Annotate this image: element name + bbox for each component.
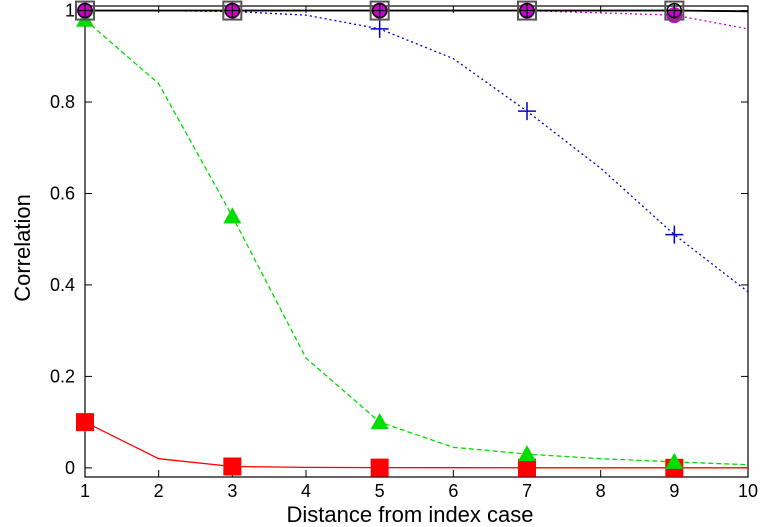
series-6-marker-cross bbox=[225, 3, 240, 18]
y-axis-label: Correlation bbox=[10, 194, 35, 302]
series-5-marker bbox=[75, 0, 95, 21]
y-tick-label: 0.8 bbox=[50, 92, 75, 112]
plot-frame bbox=[84, 5, 749, 478]
series-3-marker bbox=[370, 19, 389, 38]
y-tick-label: 0 bbox=[65, 458, 75, 478]
series-6-marker-cross bbox=[78, 3, 92, 18]
x-tick-label: 1 bbox=[80, 481, 90, 501]
x-tick-label: 8 bbox=[596, 481, 606, 501]
series-2-marker bbox=[223, 207, 242, 224]
x-tick-label: 9 bbox=[669, 481, 679, 501]
series-6-marker-cross bbox=[372, 3, 387, 18]
series-5-marker bbox=[369, 0, 390, 21]
series-3-line bbox=[85, 9, 749, 293]
x-tick-label: 7 bbox=[522, 481, 532, 501]
y-tick-label: 0.6 bbox=[50, 183, 75, 203]
series-1-line bbox=[84, 421, 748, 469]
x-tick-label: 6 bbox=[448, 481, 458, 501]
series-5-marker bbox=[517, 0, 537, 21]
x-tick-label: 10 bbox=[738, 481, 758, 501]
x-tick-label: 2 bbox=[154, 481, 164, 501]
x-tick-label: 5 bbox=[375, 481, 385, 501]
series-1-marker bbox=[76, 413, 94, 432]
plot-area: 1 2 3 4 5 6 7 8 9 10 0 0.2 0.4 0.6 0.8 1 bbox=[50, 1, 758, 501]
series-3-marker bbox=[665, 225, 684, 244]
y-tick-label: 0.4 bbox=[50, 275, 75, 295]
series-5-marker bbox=[664, 0, 685, 21]
series-2-line bbox=[84, 19, 749, 466]
series-1-marker bbox=[518, 458, 536, 477]
x-tick-label: 3 bbox=[227, 481, 237, 501]
series-2-marker bbox=[665, 452, 684, 469]
x-tick-label: 4 bbox=[301, 481, 311, 501]
series-6-marker-cross bbox=[520, 3, 534, 18]
series-5-marker bbox=[222, 0, 243, 21]
series-3-marker bbox=[518, 102, 536, 121]
x-axis-label: Distance from index case bbox=[287, 502, 534, 527]
series-1-marker bbox=[223, 457, 242, 476]
series-2-marker bbox=[370, 413, 389, 430]
series-4-line bbox=[85, 9, 749, 30]
series-6-marker-cross bbox=[667, 3, 682, 18]
y-tick-label: 0.2 bbox=[50, 366, 75, 386]
series-1-marker bbox=[370, 458, 389, 477]
y-tick-label: 1 bbox=[65, 1, 75, 21]
series-2-marker bbox=[518, 445, 536, 462]
